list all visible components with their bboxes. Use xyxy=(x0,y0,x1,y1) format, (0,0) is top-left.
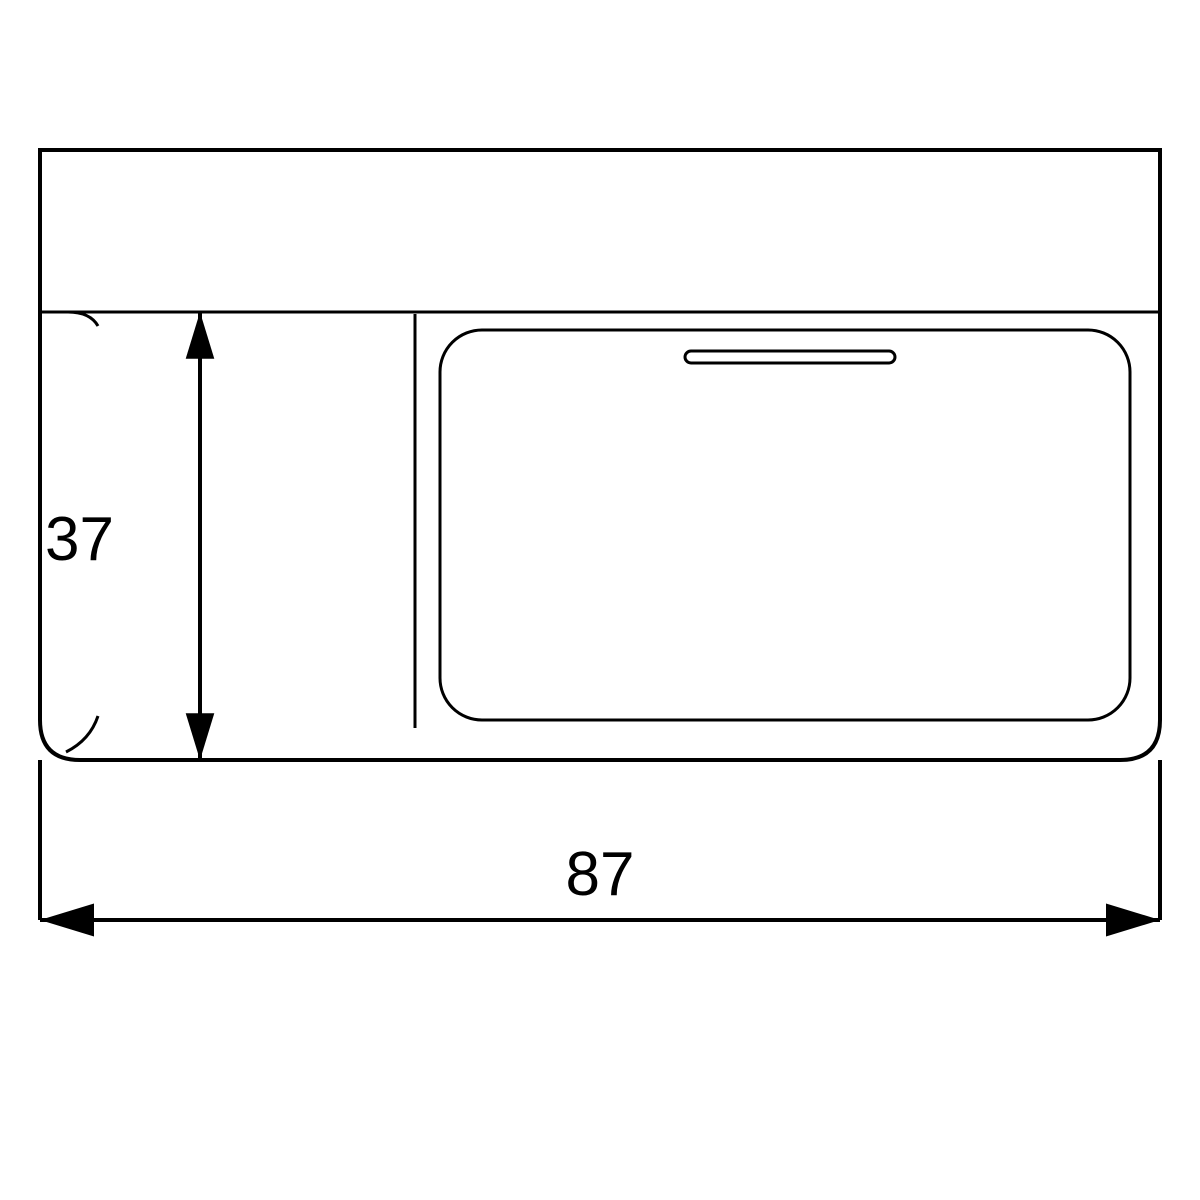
dimension-height: 37 xyxy=(45,312,214,760)
shelf-bottom-curve xyxy=(66,716,98,752)
basin xyxy=(440,330,1130,720)
outer-body xyxy=(40,150,1160,760)
technical-drawing: 37 87 xyxy=(0,0,1200,1200)
dimension-height-value: 37 xyxy=(45,505,114,574)
drain-slot xyxy=(685,351,895,363)
shelf-left-curve xyxy=(68,312,98,326)
dimension-width: 87 xyxy=(40,760,1160,937)
dimension-width-value: 87 xyxy=(566,840,635,909)
